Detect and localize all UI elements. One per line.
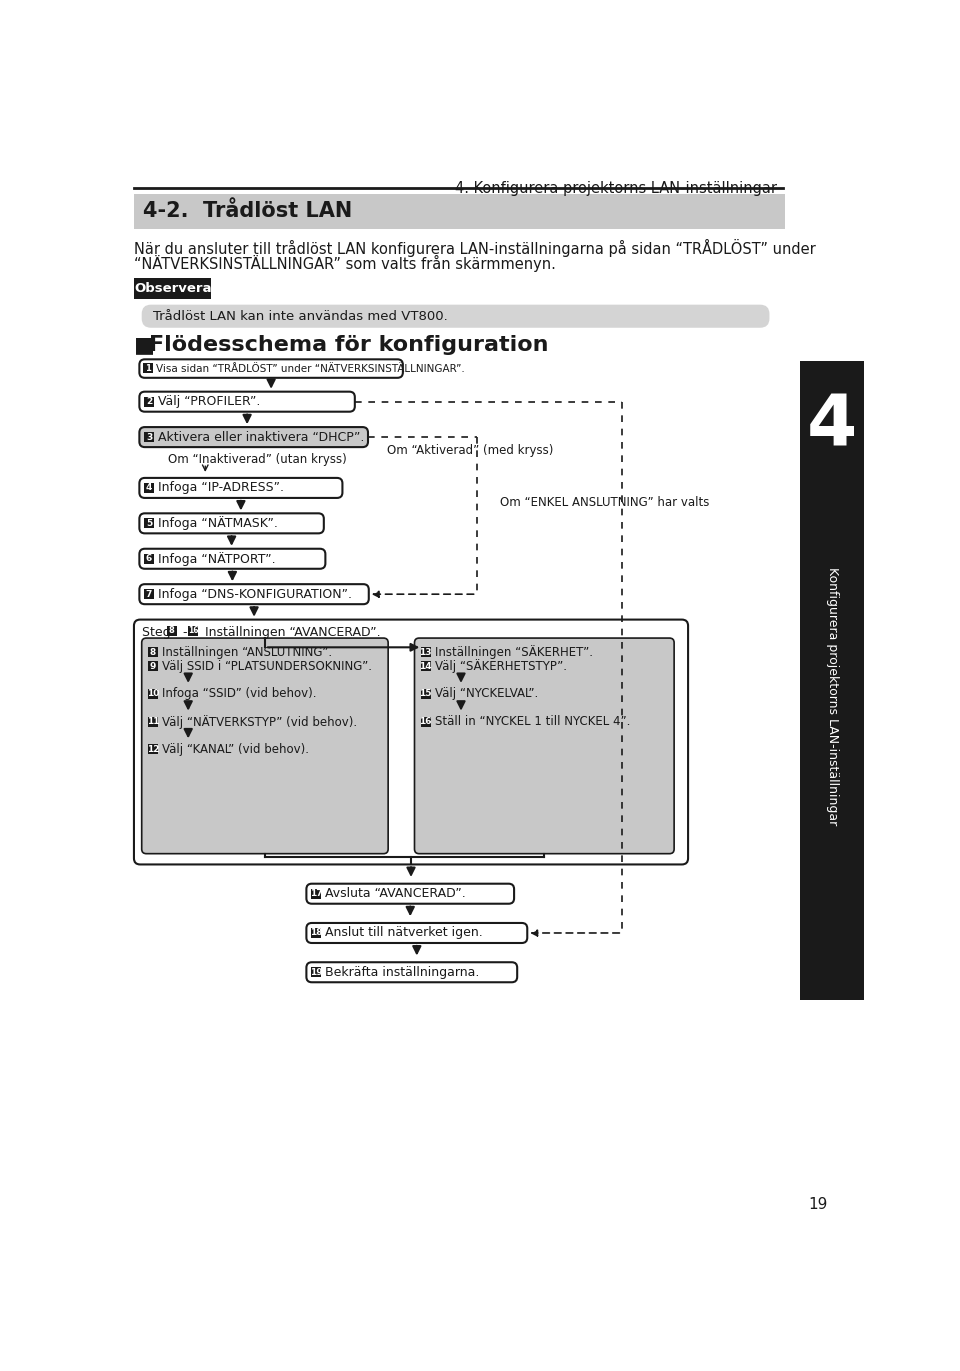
Text: 7: 7 <box>146 590 153 599</box>
Text: Infoga “NÄTMASK”.: Infoga “NÄTMASK”. <box>158 517 277 531</box>
Bar <box>144 483 155 494</box>
FancyBboxPatch shape <box>139 584 369 605</box>
Text: 14: 14 <box>420 662 432 670</box>
FancyBboxPatch shape <box>134 620 688 865</box>
Text: Om “Aktiverad” (med kryss): Om “Aktiverad” (med kryss) <box>388 444 554 457</box>
Bar <box>134 193 785 229</box>
Bar <box>420 688 431 699</box>
Text: Konfigurera projektorns LAN-inställningar: Konfigurera projektorns LAN-inställninga… <box>826 566 839 825</box>
Text: Visa sidan “TRÅDLÖST” under “NÄTVERKSINSTÄLLNINGAR”.: Visa sidan “TRÅDLÖST” under “NÄTVERKSINS… <box>156 363 466 373</box>
FancyBboxPatch shape <box>139 548 325 569</box>
Text: 9: 9 <box>150 662 156 670</box>
FancyBboxPatch shape <box>139 428 368 447</box>
FancyBboxPatch shape <box>142 638 388 854</box>
Bar <box>166 625 177 636</box>
Text: Inställningen “AVANCERAD”.: Inställningen “AVANCERAD”. <box>201 625 380 639</box>
Text: 15: 15 <box>420 690 432 698</box>
Text: 17: 17 <box>310 890 323 898</box>
Bar <box>420 647 431 657</box>
Text: 13: 13 <box>420 648 432 657</box>
Text: 8: 8 <box>169 627 175 635</box>
Text: Infoga “DNS-KONFIGURATION”.: Infoga “DNS-KONFIGURATION”. <box>158 588 352 600</box>
Text: Observera: Observera <box>134 282 211 295</box>
Text: 19: 19 <box>310 968 323 976</box>
Text: 4: 4 <box>807 392 857 461</box>
FancyBboxPatch shape <box>139 478 343 498</box>
Bar <box>144 432 155 441</box>
FancyBboxPatch shape <box>139 513 324 533</box>
Text: Välj “NYCKELVAL”.: Välj “NYCKELVAL”. <box>435 687 538 701</box>
Text: 3: 3 <box>146 433 153 441</box>
Text: 4. Konfigurera projektorns LAN-inställningar: 4. Konfigurera projektorns LAN-inställni… <box>455 181 778 196</box>
Bar <box>801 361 864 999</box>
Text: “NÄTVERKSINSTÄLLNINGAR” som valts från skärmmenyn.: “NÄTVERKSINSTÄLLNINGAR” som valts från s… <box>134 255 556 271</box>
Text: Välj “KANAL” (vid behov).: Välj “KANAL” (vid behov). <box>162 743 309 755</box>
Bar <box>148 688 158 699</box>
Text: Flödesschema för konfiguration: Flödesschema för konfiguration <box>150 336 549 355</box>
Text: När du ansluter till trådlöst LAN konfigurera LAN-inställningarna på sidan “TRÅD: När du ansluter till trådlöst LAN konfig… <box>134 239 816 258</box>
Bar <box>144 396 155 407</box>
Bar <box>148 744 158 754</box>
Bar <box>144 590 155 599</box>
FancyBboxPatch shape <box>306 962 517 982</box>
Text: Inställningen “SÄKERHET”.: Inställningen “SÄKERHET”. <box>435 646 592 659</box>
Text: ■: ■ <box>134 336 155 355</box>
Text: Infoga “NÄTPORT”.: Infoga “NÄTPORT”. <box>158 551 276 566</box>
Text: 2: 2 <box>146 398 153 406</box>
FancyBboxPatch shape <box>415 638 674 854</box>
Bar <box>148 661 158 672</box>
Text: Avsluta “AVANCERAD”.: Avsluta “AVANCERAD”. <box>325 887 466 901</box>
Text: Välj SSID i “PLATSUNDERSOKNING”.: Välj SSID i “PLATSUNDERSOKNING”. <box>162 659 372 673</box>
Text: 6: 6 <box>146 554 153 563</box>
Text: Ställ in “NYCKEL 1 till NYCKEL 4”.: Ställ in “NYCKEL 1 till NYCKEL 4”. <box>435 716 630 728</box>
Bar <box>420 661 431 672</box>
Text: Om “Inaktiverad” (utan kryss): Om “Inaktiverad” (utan kryss) <box>168 452 347 466</box>
Text: Trådlöst LAN kan inte användas med VT800.: Trådlöst LAN kan inte användas med VT800… <box>153 310 447 322</box>
FancyBboxPatch shape <box>142 304 770 328</box>
Text: Välj “NÄTVERKSTYP” (vid behov).: Välj “NÄTVERKSTYP” (vid behov). <box>162 714 357 728</box>
Text: 12: 12 <box>147 744 159 754</box>
FancyBboxPatch shape <box>139 392 355 411</box>
Text: Välj “SÄKERHETSTYP”.: Välj “SÄKERHETSTYP”. <box>435 659 566 673</box>
Bar <box>148 647 158 657</box>
FancyBboxPatch shape <box>306 884 515 903</box>
Bar <box>134 278 211 299</box>
Text: Infoga “SSID” (vid behov).: Infoga “SSID” (vid behov). <box>162 687 317 701</box>
Text: Steg: Steg <box>142 625 175 639</box>
Text: Aktivera eller inaktivera “DHCP”.: Aktivera eller inaktivera “DHCP”. <box>158 430 365 444</box>
Bar <box>188 625 199 636</box>
FancyBboxPatch shape <box>306 923 527 943</box>
Text: Välj “PROFILER”.: Välj “PROFILER”. <box>158 395 260 409</box>
Text: Bekräfta inställningarna.: Bekräfta inställningarna. <box>325 965 479 979</box>
Text: Infoga “IP-ADRESS”.: Infoga “IP-ADRESS”. <box>158 481 284 495</box>
Bar <box>148 717 158 727</box>
Text: 10: 10 <box>147 690 159 698</box>
Text: 4: 4 <box>146 484 153 492</box>
Bar <box>311 888 321 899</box>
FancyBboxPatch shape <box>139 359 403 378</box>
Text: 1: 1 <box>145 363 152 373</box>
Bar <box>144 554 155 563</box>
Text: 19: 19 <box>807 1197 828 1212</box>
Text: Om “ENKEL ANSLUTNING” har valts: Om “ENKEL ANSLUTNING” har valts <box>500 496 709 509</box>
Bar <box>311 968 321 978</box>
Text: 8: 8 <box>150 648 156 657</box>
Bar <box>143 363 154 373</box>
Text: 16: 16 <box>420 717 432 727</box>
Text: 5: 5 <box>146 518 153 528</box>
Text: 16: 16 <box>188 627 199 635</box>
Bar <box>144 518 155 528</box>
Text: Inställningen “ANSLUTNING”.: Inställningen “ANSLUTNING”. <box>162 646 332 659</box>
Text: 4-2.  Trådlöst LAN: 4-2. Trådlöst LAN <box>143 202 352 222</box>
Text: 11: 11 <box>147 717 159 727</box>
Text: Anslut till nätverket igen.: Anslut till nätverket igen. <box>325 927 483 939</box>
Text: -: - <box>179 625 191 639</box>
Bar <box>311 928 321 938</box>
Text: 18: 18 <box>310 928 323 938</box>
Bar <box>420 717 431 727</box>
